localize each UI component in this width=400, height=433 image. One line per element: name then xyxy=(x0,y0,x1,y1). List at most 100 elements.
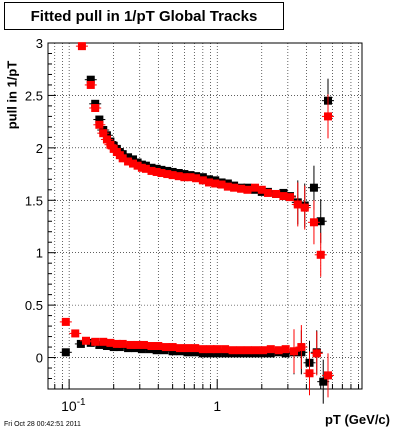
data-point xyxy=(192,174,201,183)
y-tick-label: 2 xyxy=(36,141,43,156)
timestamp: Fri Oct 28 00:42:51 2011 xyxy=(4,421,81,428)
x-axis-label: pT (GeV/c) xyxy=(324,412,390,427)
data-point xyxy=(257,185,266,194)
data-point xyxy=(141,164,150,173)
data-point xyxy=(281,345,290,354)
data-point xyxy=(186,173,195,182)
data-point xyxy=(319,377,328,386)
data-point xyxy=(183,344,192,353)
data-point xyxy=(168,347,177,356)
data-point xyxy=(316,250,325,259)
data-point xyxy=(251,183,260,192)
data-point xyxy=(163,170,172,179)
y-tick-label: 0.5 xyxy=(25,298,43,313)
data-point xyxy=(300,203,309,212)
data-point xyxy=(191,344,200,353)
data-point xyxy=(230,183,239,192)
data-point xyxy=(86,80,95,89)
data-point xyxy=(118,154,127,163)
data-point xyxy=(133,161,142,170)
data-point xyxy=(76,339,85,348)
data-point xyxy=(293,200,302,209)
data-point xyxy=(312,349,321,358)
data-point xyxy=(272,189,281,198)
data-point xyxy=(243,185,252,194)
y-axis-label: pull in 1/pT xyxy=(4,60,20,130)
data-point xyxy=(61,348,70,357)
data-point xyxy=(154,342,163,351)
data-point xyxy=(174,172,183,181)
data-point xyxy=(118,339,127,348)
data-point xyxy=(61,317,70,326)
data-point xyxy=(198,349,207,358)
data-point xyxy=(263,188,272,197)
data-point xyxy=(95,115,104,124)
data-point xyxy=(99,337,108,346)
data-point xyxy=(161,343,170,352)
data-point xyxy=(324,112,333,121)
data-point xyxy=(102,135,111,144)
chart-title-box: Fitted pull in 1/pT Global Tracks xyxy=(4,2,284,30)
data-point xyxy=(297,343,306,352)
data-point xyxy=(168,343,177,352)
data-point xyxy=(259,346,268,355)
chart-title: Fitted pull in 1/pT Global Tracks xyxy=(30,7,258,25)
data-point xyxy=(221,345,230,354)
data-point xyxy=(198,345,207,354)
data-point xyxy=(217,180,226,189)
data-point xyxy=(289,347,298,356)
data-point xyxy=(137,345,146,354)
data-point xyxy=(236,346,245,355)
data-point xyxy=(305,369,314,378)
data-point xyxy=(95,120,104,129)
data-point xyxy=(91,99,100,108)
data-point xyxy=(152,346,161,355)
data-point xyxy=(168,171,177,180)
data-point xyxy=(152,167,161,176)
data-point xyxy=(221,349,230,358)
data-point xyxy=(147,166,156,175)
data-point xyxy=(129,159,138,168)
data-point xyxy=(180,173,189,182)
data-point xyxy=(99,129,108,138)
data-point xyxy=(316,217,325,226)
data-point xyxy=(91,104,100,113)
data-point xyxy=(213,349,222,358)
y-tick-label: 2.5 xyxy=(25,88,43,103)
x-tick-label: 10-1 xyxy=(61,397,86,414)
data-point xyxy=(86,75,95,84)
data-point xyxy=(133,340,142,349)
data-point xyxy=(309,183,318,192)
y-tick-label: 1 xyxy=(36,246,43,261)
data-point xyxy=(157,169,166,178)
data-point xyxy=(77,42,86,51)
y-tick-label: 1.5 xyxy=(25,193,43,208)
data-point xyxy=(211,179,220,188)
data-point xyxy=(91,337,100,346)
data-point xyxy=(206,345,215,354)
data-point xyxy=(223,182,232,191)
data-point xyxy=(124,153,133,162)
x-tick-label: 1 xyxy=(213,398,221,414)
data-point xyxy=(82,336,91,345)
data-point xyxy=(281,349,290,358)
data-point xyxy=(139,340,148,349)
data-point xyxy=(129,155,138,164)
data-point xyxy=(274,346,283,355)
data-point xyxy=(309,218,318,227)
plot-frame xyxy=(47,42,363,390)
y-tick-label: 0 xyxy=(36,351,43,366)
data-point xyxy=(106,140,115,149)
data-point xyxy=(237,184,246,193)
data-point xyxy=(243,346,252,355)
data-point xyxy=(198,176,207,185)
data-point xyxy=(285,193,294,202)
data-point xyxy=(126,340,135,349)
data-point xyxy=(213,345,222,354)
data-point xyxy=(71,329,80,338)
data-point xyxy=(191,348,200,357)
data-point xyxy=(206,349,215,358)
data-point xyxy=(266,349,275,358)
